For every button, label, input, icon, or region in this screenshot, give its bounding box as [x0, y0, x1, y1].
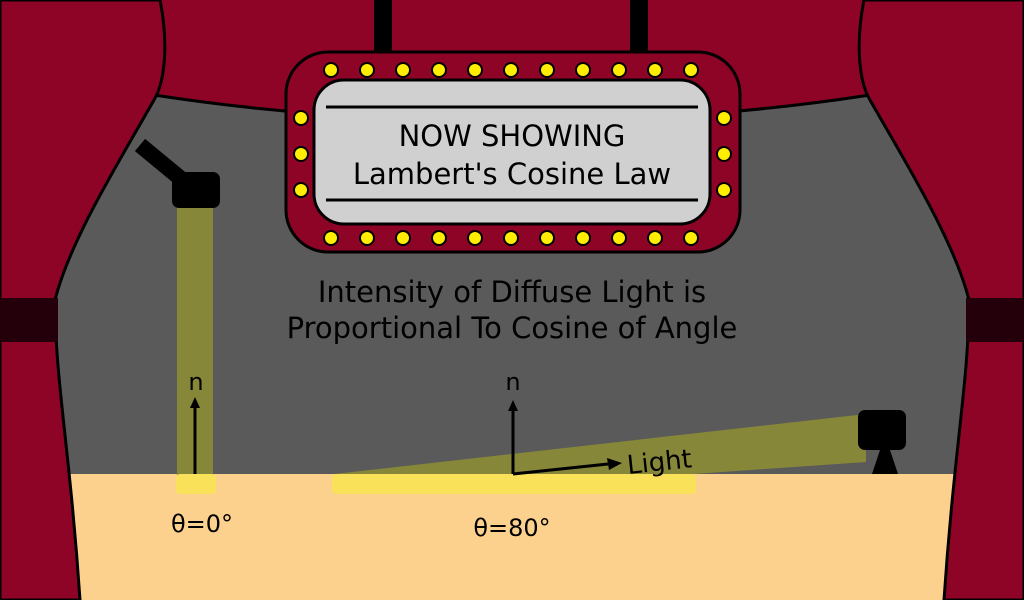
left-spotlight: [172, 172, 220, 208]
sign-rod-right: [630, 0, 648, 62]
left-normal-arrowhead: [190, 397, 200, 408]
marquee-bulb: [395, 230, 411, 246]
marquee-bulb: [293, 146, 309, 162]
marquee-bulb: [539, 62, 555, 78]
marquee-bulb: [575, 230, 591, 246]
marquee-bulb: [431, 230, 447, 246]
light-direction-arrowhead: [607, 458, 622, 470]
caption-line2: Proportional To Cosine of Angle: [287, 311, 738, 345]
marquee-bulb: [611, 62, 627, 78]
marquee-bulb: [359, 62, 375, 78]
right-curtain: [857, 0, 1024, 600]
right-normal-arrowhead: [508, 400, 518, 411]
left-normal-label: n: [188, 368, 203, 396]
marquee-bulb: [395, 62, 411, 78]
sign-rod-left: [374, 0, 392, 62]
marquee-panel: [312, 78, 712, 226]
left-lit-patch: [176, 474, 216, 494]
marquee-bulb: [323, 230, 339, 246]
marquee-bulb: [683, 62, 699, 78]
left-curtain-band: [0, 298, 58, 342]
stage-floor: [0, 474, 1024, 600]
left-angle-label: θ=0°: [171, 510, 233, 538]
right-angle-label: θ=80°: [473, 514, 550, 542]
marquee-bulb: [716, 182, 732, 198]
marquee-bulb: [467, 62, 483, 78]
right-spotlight: [858, 410, 906, 450]
marquee-bulb: [575, 62, 591, 78]
marquee-line2: Lambert's Cosine Law: [353, 157, 671, 191]
marquee-bulb: [716, 146, 732, 162]
marquee-bulb: [293, 182, 309, 198]
marquee-bulb: [716, 110, 732, 126]
left-spotlight-arm: [134, 138, 186, 185]
right-spotlight-stand: [872, 450, 898, 474]
marquee-bulb: [431, 62, 447, 78]
marquee-bulb: [647, 230, 663, 246]
marquee-bulb: [683, 230, 699, 246]
marquee-bulb: [323, 62, 339, 78]
marquee-sign: NOW SHOWING Lambert's Cosine Law: [284, 50, 742, 254]
light-direction-arrow: [512, 462, 609, 476]
right-curtain-band: [966, 298, 1024, 342]
right-normal-label: n: [505, 368, 520, 396]
light-label: Light: [626, 444, 694, 481]
caption-line1: Intensity of Diffuse Light is: [318, 275, 706, 309]
right-light-beam: [334, 414, 866, 474]
marquee-bulb: [359, 230, 375, 246]
marquee-bulb: [539, 230, 555, 246]
left-example: n θ=0°: [134, 138, 233, 538]
marquee-bulb: [467, 230, 483, 246]
marquee-bulb: [503, 62, 519, 78]
right-lit-patch: [332, 474, 696, 494]
marquee-line1: NOW SHOWING: [399, 119, 626, 153]
left-curtain: [0, 0, 167, 600]
marquee-bulb: [647, 62, 663, 78]
marquee-bulb: [503, 230, 519, 246]
marquee-bulb: [293, 110, 309, 126]
marquee-bulb: [611, 230, 627, 246]
marquee-bulbs: [293, 62, 732, 246]
right-example: n Light θ=80°: [332, 368, 906, 542]
